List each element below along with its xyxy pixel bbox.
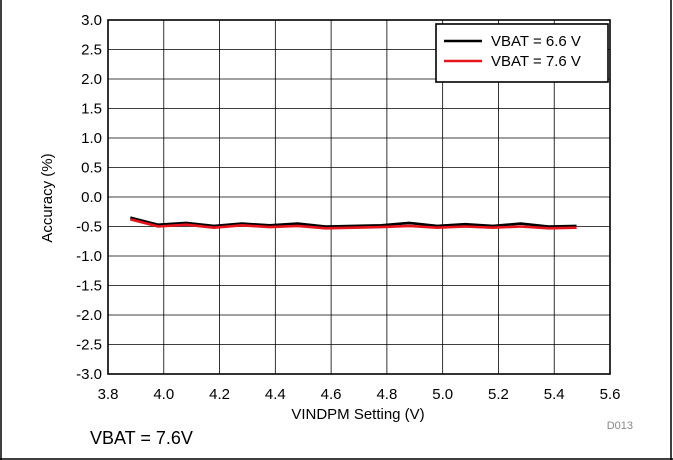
figure-code: D013	[606, 420, 633, 432]
y-tick-label-10: -2.0	[76, 307, 102, 324]
x-tick-label-1: 4.0	[153, 386, 174, 403]
x-tick-label-8: 5.4	[544, 386, 565, 403]
y-tick-label-4: 1.0	[81, 130, 102, 147]
plot-area-border	[107, 19, 611, 375]
series-line-1	[129, 216, 577, 228]
legend-label-2: VBAT = 7.6 V	[491, 53, 581, 70]
y-tick-label-9: -1.5	[76, 278, 102, 295]
y-tick-label-1: 2.5	[81, 42, 102, 59]
legend-label-1: VBAT = 6.6 V	[491, 33, 581, 50]
x-axis-label: VINDPM Setting (V)	[291, 406, 424, 423]
series-line-2	[129, 218, 577, 230]
y-tick-label-3: 1.5	[81, 101, 102, 118]
y-axis-label: Accuracy (%)	[39, 153, 56, 242]
y-tick-label-6: 0.0	[81, 189, 102, 206]
x-tick-label-4: 4.6	[321, 386, 342, 403]
y-tick-label-7: -0.5	[76, 219, 102, 236]
series-group	[129, 216, 577, 230]
x-tick-label-5: 4.8	[376, 386, 397, 403]
x-tick-label-6: 5.0	[432, 386, 453, 403]
plot-border	[107, 19, 611, 375]
x-tick-label-3: 4.4	[265, 386, 286, 403]
x-tick-label-9: 5.6	[600, 386, 621, 403]
x-tick-label-0: 3.8	[98, 386, 119, 403]
x-tick-label-7: 5.2	[488, 386, 509, 403]
x-tick-label-2: 4.2	[209, 386, 230, 403]
x-axis-ticks: 3.8 4.0 4.2 4.4 4.6 4.8 5.0 5.2 5.4 5.6	[98, 386, 621, 403]
y-tick-label-5: 0.5	[81, 160, 102, 177]
y-tick-label-8: -1.0	[76, 248, 102, 265]
figure-caption: VBAT = 7.6V	[90, 428, 193, 448]
legend-box	[435, 23, 609, 83]
legend: VBAT = 6.6 V VBAT = 7.6 V	[435, 23, 609, 83]
y-tick-label-2: 2.0	[81, 71, 102, 88]
y-tick-label-0: 3.0	[81, 12, 102, 29]
y-axis-ticks: 3.0 2.5 2.0 1.5 1.0 0.5 0.0 -0.5 -1.0 -1.5 -2.0 -2.…	[76, 12, 102, 383]
y-tick-label-12: -3.0	[76, 366, 102, 383]
y-tick-label-11: -2.5	[76, 337, 102, 354]
